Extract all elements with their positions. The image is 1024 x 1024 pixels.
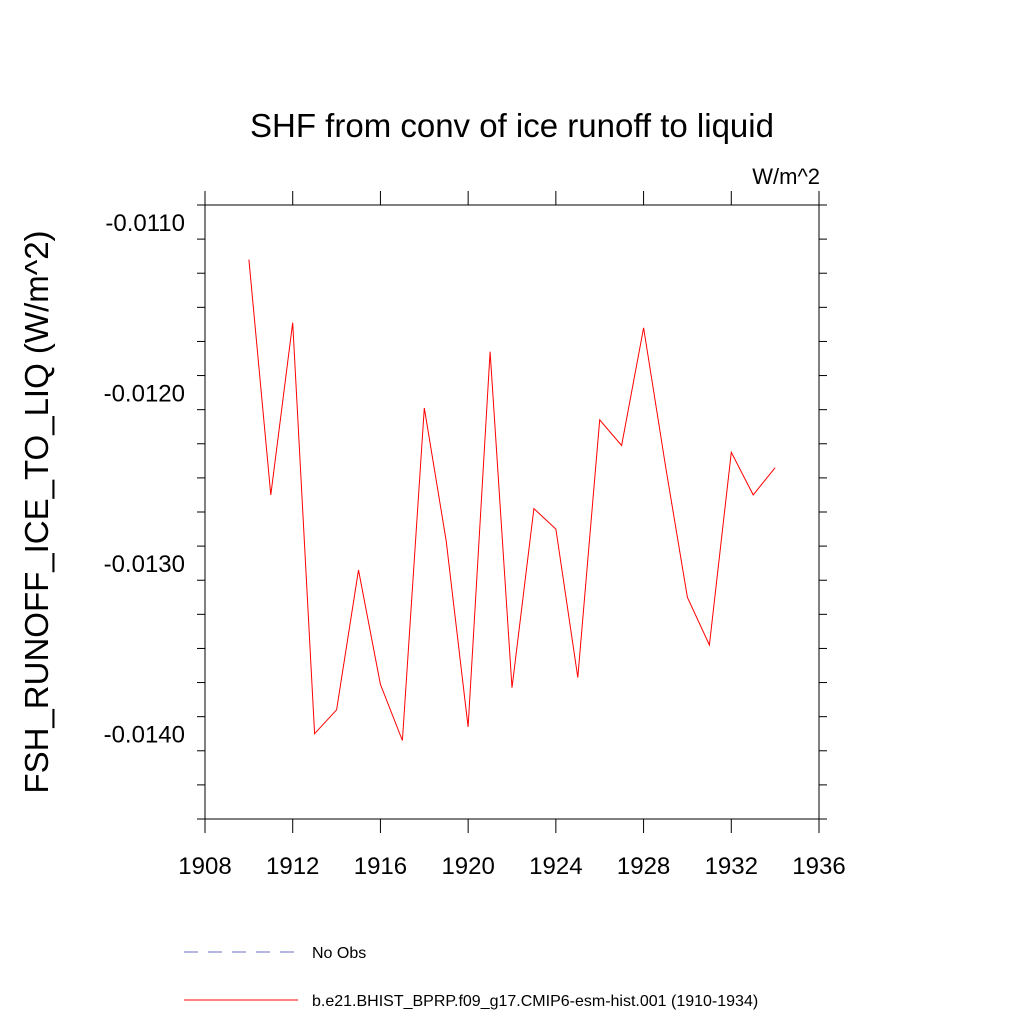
x-tick-label: 1936 bbox=[792, 853, 845, 880]
legend: No Obs b.e21.BHIST_BPRP.f09_g17.CMIP6-esm… bbox=[184, 945, 758, 1010]
axis-ticks: 1908 1912 1916 1920 1924 1928 1932 1936 -0.0110 -… bbox=[104, 191, 846, 880]
y-tick-label: -0.0120 bbox=[104, 381, 185, 408]
y-axis-label: FSH_RUNOFF_ICE_TO_LIQ (W/m^2) bbox=[18, 230, 55, 793]
units-label: W/m^2 bbox=[752, 164, 820, 189]
y-tick-label: -0.0110 bbox=[105, 210, 185, 237]
x-tick-label: 1908 bbox=[178, 853, 231, 880]
x-tick-label: 1912 bbox=[266, 853, 319, 880]
x-tick-label: 1916 bbox=[354, 853, 407, 880]
legend-label: No Obs bbox=[312, 945, 366, 962]
series-layer bbox=[248, 259, 776, 741]
y-tick-label: -0.0130 bbox=[104, 551, 185, 578]
x-tick-label: 1928 bbox=[617, 853, 670, 880]
y-tick-label: -0.0140 bbox=[104, 722, 185, 749]
x-tick-label: 1920 bbox=[441, 853, 494, 880]
x-tick-label: 1924 bbox=[529, 853, 582, 880]
series-line bbox=[248, 259, 776, 741]
chart-title: SHF from conv of ice runoff to liquid bbox=[250, 107, 774, 144]
plot-frame bbox=[204, 204, 820, 820]
legend-label: b.e21.BHIST_BPRP.f09_g17.CMIP6-esm-hist.… bbox=[312, 993, 758, 1010]
x-tick-label: 1932 bbox=[705, 853, 758, 880]
